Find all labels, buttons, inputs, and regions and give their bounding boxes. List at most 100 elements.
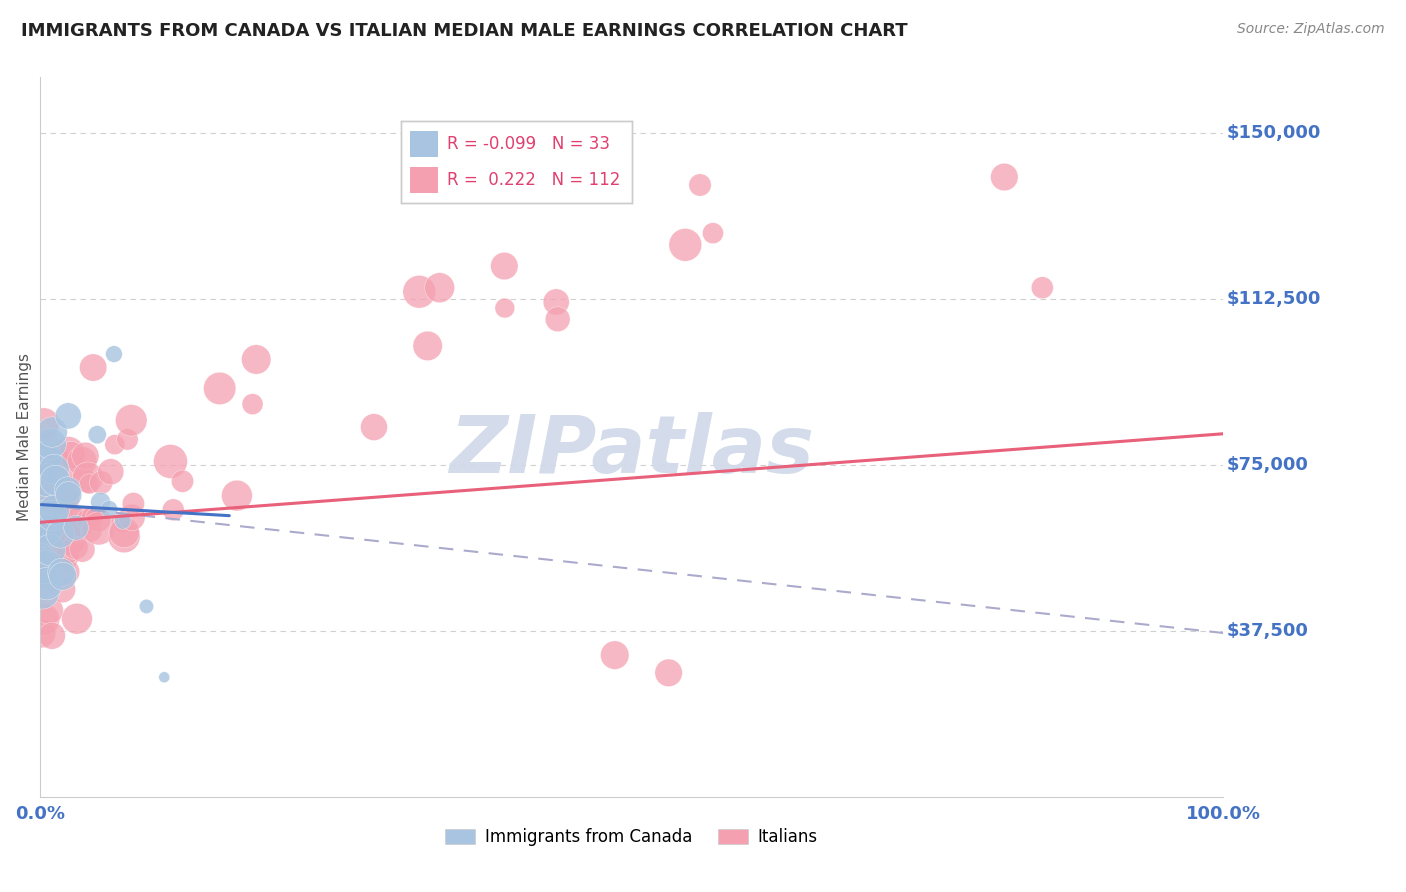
Point	[46, 482, 69, 496]
Point	[35, 530, 58, 544]
Point	[98, 502, 121, 516]
Point	[658, 665, 681, 680]
Point	[41, 629, 63, 643]
Point	[45, 496, 67, 510]
Text: ZIPatlas: ZIPatlas	[449, 412, 814, 491]
Point	[34, 557, 56, 571]
Text: Source: ZipAtlas.com: Source: ZipAtlas.com	[1237, 22, 1385, 37]
Point	[689, 178, 711, 192]
Point	[72, 542, 94, 557]
Point	[49, 527, 72, 541]
Point	[30, 574, 52, 588]
Point	[159, 454, 181, 468]
Point	[1031, 281, 1053, 295]
Point	[38, 574, 60, 588]
Point	[408, 285, 430, 299]
Point	[494, 259, 516, 273]
Point	[110, 515, 132, 529]
Legend: Immigrants from Canada, Italians: Immigrants from Canada, Italians	[439, 822, 824, 853]
Point	[86, 427, 108, 442]
Point	[112, 525, 135, 540]
Point	[44, 531, 66, 545]
Point	[30, 626, 52, 640]
Point	[547, 312, 569, 326]
Point	[120, 413, 142, 427]
Point	[35, 549, 58, 563]
Point	[56, 533, 79, 548]
Point	[46, 455, 69, 469]
Point	[51, 454, 73, 468]
Point	[38, 603, 60, 617]
Point	[153, 670, 176, 684]
Point	[39, 437, 62, 451]
Point	[80, 524, 103, 538]
Point	[66, 612, 89, 626]
Point	[32, 543, 55, 558]
Point	[37, 521, 59, 535]
Point	[59, 471, 82, 485]
Point	[45, 488, 67, 502]
Point	[32, 510, 55, 524]
Y-axis label: Median Male Earnings: Median Male Earnings	[17, 353, 32, 521]
Point	[65, 540, 87, 554]
Point	[35, 501, 58, 516]
Point	[225, 489, 247, 503]
Point	[111, 514, 134, 528]
Point	[58, 409, 80, 423]
Point	[55, 565, 77, 579]
Point	[121, 510, 143, 524]
Point	[112, 530, 135, 544]
Text: IMMIGRANTS FROM CANADA VS ITALIAN MEDIAN MALE EARNINGS CORRELATION CHART: IMMIGRANTS FROM CANADA VS ITALIAN MEDIAN…	[21, 22, 908, 40]
Point	[87, 512, 110, 526]
Point	[32, 438, 55, 452]
Point	[52, 549, 75, 564]
Point	[58, 488, 80, 502]
Text: $150,000: $150,000	[1226, 124, 1322, 142]
Point	[51, 548, 73, 562]
Point	[31, 491, 53, 506]
Point	[35, 473, 58, 487]
Point	[58, 445, 80, 459]
Point	[45, 460, 67, 475]
Point	[135, 599, 157, 614]
Point	[82, 360, 104, 375]
Point	[32, 483, 55, 497]
Point	[31, 584, 53, 599]
Point	[90, 475, 112, 490]
Point	[42, 462, 65, 476]
Point	[32, 451, 55, 466]
Point	[32, 500, 55, 514]
Point	[162, 503, 184, 517]
Point	[30, 469, 52, 483]
Point	[208, 381, 231, 395]
Point	[34, 568, 56, 582]
Point	[34, 548, 56, 562]
Point	[65, 521, 87, 535]
Point	[103, 347, 125, 361]
Point	[30, 551, 52, 566]
Point	[30, 527, 52, 541]
Point	[100, 465, 122, 479]
Point	[52, 483, 75, 498]
Point	[51, 582, 73, 597]
Point	[49, 530, 72, 544]
Text: $112,500: $112,500	[1226, 290, 1322, 308]
Point	[56, 545, 79, 559]
Point	[30, 533, 52, 548]
Point	[42, 447, 65, 461]
Point	[673, 237, 696, 252]
Point	[70, 454, 93, 468]
Point	[494, 301, 516, 315]
Point	[34, 560, 56, 574]
Point	[122, 497, 145, 511]
Point	[31, 528, 53, 542]
Point	[51, 566, 73, 580]
Point	[30, 472, 52, 486]
Point	[30, 500, 52, 514]
Point	[82, 509, 104, 524]
Point	[35, 576, 58, 591]
Point	[77, 470, 100, 484]
Point	[993, 169, 1015, 184]
Point	[46, 543, 69, 558]
Point	[32, 417, 55, 431]
